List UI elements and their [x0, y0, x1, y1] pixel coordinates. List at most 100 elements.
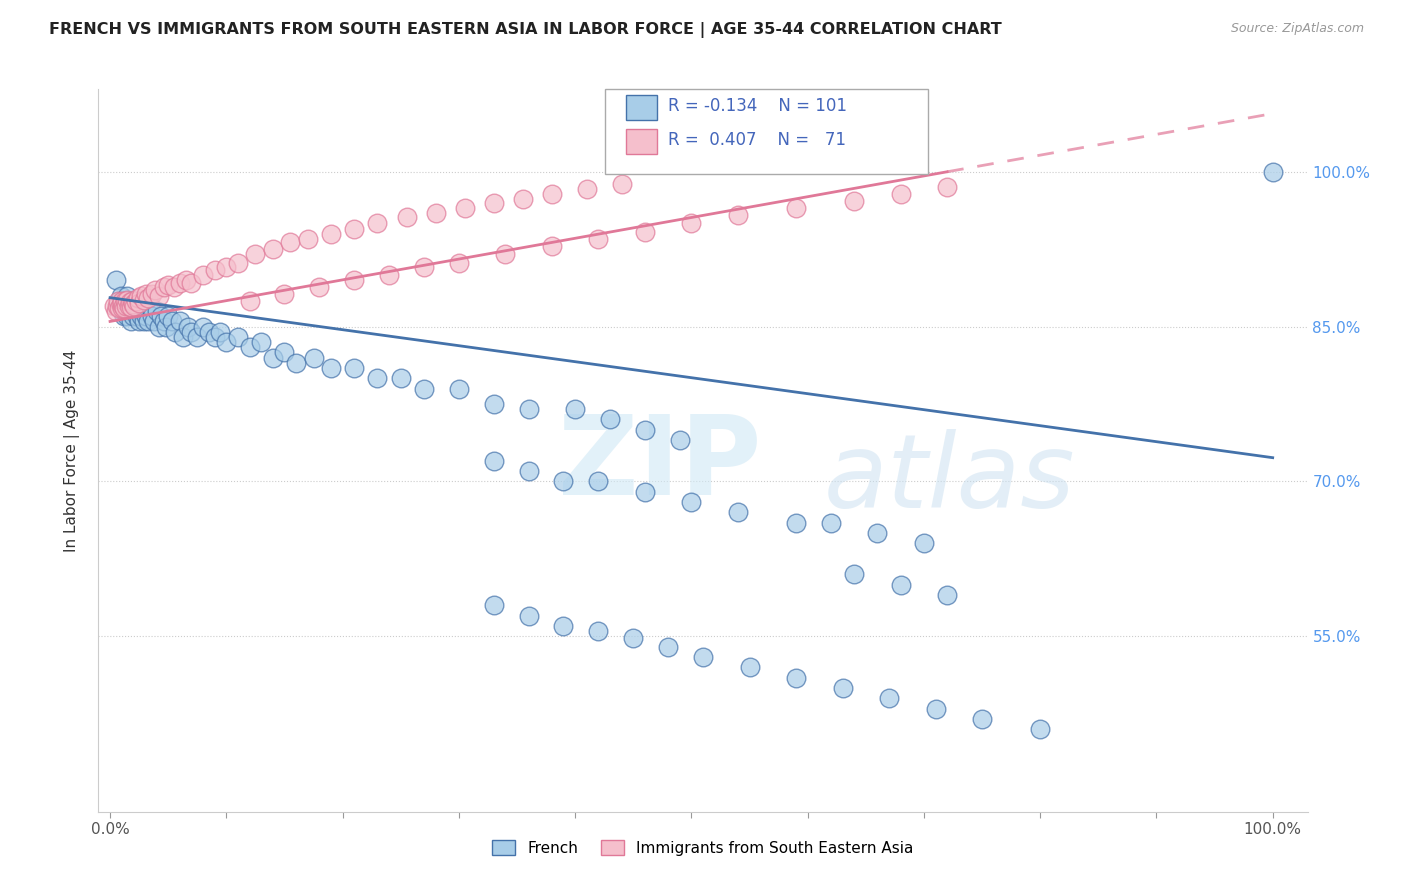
Text: Source: ZipAtlas.com: Source: ZipAtlas.com — [1230, 22, 1364, 36]
French — [124, 304, 146, 318]
French — [135, 310, 157, 324]
French — [621, 632, 644, 646]
Immigrants from South Eastern Asia — [239, 293, 262, 308]
French — [138, 314, 160, 328]
French — [111, 293, 134, 308]
French — [657, 640, 679, 654]
Immigrants from South Eastern Asia — [118, 299, 141, 313]
Text: R = -0.134    N = 101: R = -0.134 N = 101 — [668, 97, 846, 115]
Immigrants from South Eastern Asia — [343, 273, 366, 287]
French — [239, 340, 262, 354]
French — [118, 304, 141, 318]
French — [215, 335, 238, 350]
French — [209, 325, 232, 339]
French — [157, 310, 180, 324]
French — [877, 691, 900, 706]
Text: atlas: atlas — [824, 429, 1076, 529]
French — [517, 608, 540, 623]
French — [143, 314, 166, 328]
French — [599, 412, 621, 426]
French — [262, 351, 284, 365]
French — [117, 288, 139, 302]
French — [343, 360, 366, 375]
Immigrants from South Eastern Asia — [727, 208, 749, 222]
Immigrants from South Eastern Asia — [453, 201, 475, 215]
Immigrants from South Eastern Asia — [108, 301, 131, 315]
Immigrants from South Eastern Asia — [112, 301, 135, 315]
Immigrants from South Eastern Asia — [124, 299, 146, 313]
Immigrants from South Eastern Asia — [110, 297, 132, 311]
Immigrants from South Eastern Asia — [588, 232, 610, 246]
French — [160, 314, 183, 328]
French — [108, 293, 131, 308]
French — [152, 314, 174, 328]
Immigrants from South Eastern Asia — [141, 286, 163, 301]
Immigrants from South Eastern Asia — [245, 247, 267, 261]
Immigrants from South Eastern Asia — [512, 192, 534, 206]
Immigrants from South Eastern Asia — [204, 262, 226, 277]
French — [150, 310, 173, 324]
Immigrants from South Eastern Asia — [122, 297, 145, 311]
Text: ZIP: ZIP — [558, 411, 761, 518]
Immigrants from South Eastern Asia — [111, 301, 134, 315]
French — [124, 293, 146, 308]
Immigrants from South Eastern Asia — [681, 216, 703, 230]
French — [134, 304, 156, 318]
Immigrants from South Eastern Asia — [180, 277, 202, 291]
French — [1261, 165, 1284, 179]
Immigrants from South Eastern Asia — [114, 293, 136, 308]
Immigrants from South Eastern Asia — [105, 299, 128, 313]
French — [128, 314, 150, 328]
Immigrants from South Eastern Asia — [634, 225, 657, 239]
Y-axis label: In Labor Force | Age 35-44: In Labor Force | Age 35-44 — [63, 350, 80, 551]
French — [692, 649, 714, 664]
Immigrants from South Eastern Asia — [890, 187, 912, 202]
Immigrants from South Eastern Asia — [111, 299, 134, 313]
French — [844, 567, 866, 582]
French — [141, 310, 163, 324]
Immigrants from South Eastern Asia — [540, 239, 562, 253]
French — [302, 351, 325, 365]
Immigrants from South Eastern Asia — [343, 221, 366, 235]
Immigrants from South Eastern Asia — [128, 296, 150, 310]
French — [785, 516, 807, 530]
French — [319, 360, 342, 375]
Immigrants from South Eastern Asia — [135, 286, 157, 301]
Immigrants from South Eastern Asia — [174, 273, 197, 287]
Immigrants from South Eastern Asia — [118, 294, 141, 309]
Immigrants from South Eastern Asia — [785, 201, 807, 215]
French — [226, 330, 249, 344]
French — [250, 335, 273, 350]
French — [145, 304, 167, 318]
French — [118, 299, 141, 313]
Immigrants from South Eastern Asia — [494, 247, 516, 261]
Immigrants from South Eastern Asia — [366, 216, 388, 230]
Immigrants from South Eastern Asia — [111, 293, 134, 308]
Immigrants from South Eastern Asia — [319, 227, 342, 241]
French — [111, 304, 134, 318]
French — [413, 382, 436, 396]
Immigrants from South Eastern Asia — [120, 300, 142, 314]
French — [588, 624, 610, 639]
Text: R =  0.407    N =   71: R = 0.407 N = 71 — [668, 131, 846, 149]
French — [104, 273, 127, 287]
French — [924, 701, 946, 715]
French — [198, 325, 221, 339]
French — [204, 330, 226, 344]
French — [831, 681, 853, 695]
French — [114, 304, 136, 318]
French — [681, 495, 703, 509]
French — [564, 402, 586, 417]
French — [118, 293, 141, 308]
French — [111, 299, 134, 313]
Immigrants from South Eastern Asia — [169, 277, 191, 291]
French — [172, 330, 194, 344]
Immigrants from South Eastern Asia — [936, 180, 959, 194]
French — [138, 299, 160, 313]
Immigrants from South Eastern Asia — [610, 177, 633, 191]
French — [634, 423, 657, 437]
French — [120, 314, 142, 328]
French — [121, 304, 143, 318]
French — [285, 356, 308, 370]
French — [482, 454, 505, 468]
